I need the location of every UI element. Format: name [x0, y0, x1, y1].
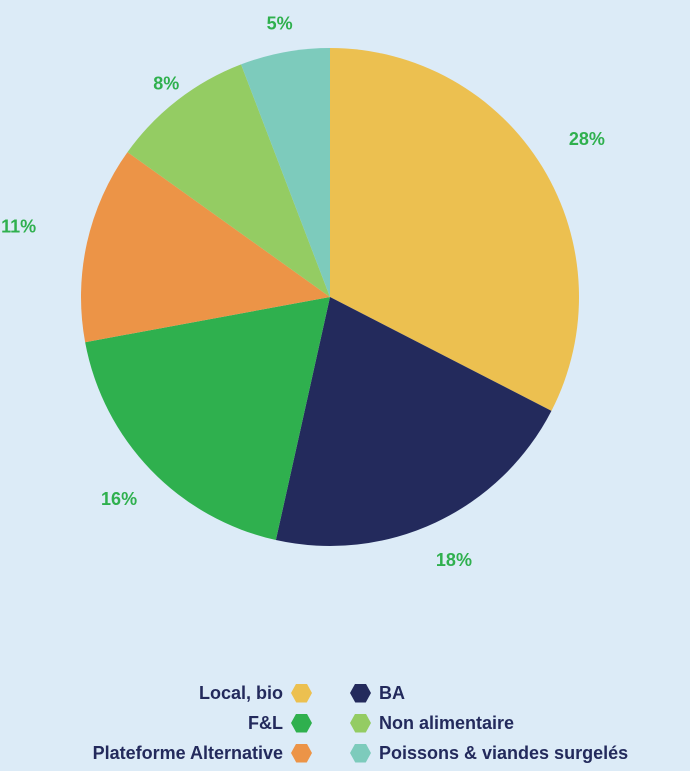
pie-slices — [80, 48, 579, 546]
hexagon-icon — [350, 713, 371, 733]
legend-label: F&L — [248, 712, 283, 733]
pie-slice-f-l — [85, 297, 331, 541]
pie-labels: 28% 18% 16% 11% 8% 5% — [1, 13, 605, 570]
data-label: 16% — [101, 489, 137, 509]
legend-item-fl: F&L — [248, 710, 312, 736]
legend-label: Non alimentaire — [379, 712, 515, 733]
legend-label: Local, bio — [198, 682, 283, 703]
pie-slice-local-bio — [330, 48, 579, 411]
hexagon-icon — [350, 683, 371, 703]
data-label: 28% — [569, 129, 605, 149]
data-label: 8% — [153, 74, 179, 94]
hexagon-icon — [291, 743, 312, 763]
legend-item-non-alimentaire: Non alimentaire — [350, 710, 514, 736]
legend-item-plateforme-alternative: Plateforme Alternative — [93, 740, 312, 766]
legend-label: Poissons & viandes surgelés — [379, 742, 629, 763]
legend-label: Plateforme Alternative — [92, 742, 283, 763]
data-label: 5% — [267, 13, 293, 33]
legend-item-local-bio: Local, bio — [199, 680, 312, 706]
pie-chart: 28% 18% 16% 11% 8% 5% — [1, 13, 605, 570]
pie-slice-poissons-viandes-surgel-s — [241, 48, 330, 297]
hexagon-icon — [350, 743, 371, 763]
data-label: 18% — [436, 550, 472, 570]
pie-slice-non-alimentaire — [127, 64, 331, 297]
hexagon-icon — [291, 683, 312, 703]
pie-slice-ba — [275, 297, 552, 546]
legend-label: BA — [379, 682, 405, 703]
legend-item-poissons-viandes-surgeles: Poissons & viandes surgelés — [350, 740, 628, 766]
pie-slice-plateforme-alternative — [80, 152, 330, 343]
legend-item-ba: BA — [350, 680, 405, 706]
data-label: 11% — [1, 216, 36, 236]
hexagon-icon — [291, 713, 312, 733]
